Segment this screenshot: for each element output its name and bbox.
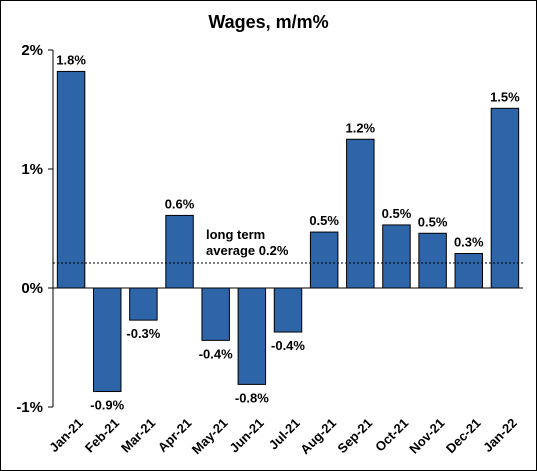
data-label: 0.5% bbox=[309, 213, 339, 228]
y-tick-label: 0% bbox=[21, 280, 43, 297]
data-label: 0.3% bbox=[454, 234, 484, 249]
bar bbox=[346, 138, 375, 289]
bar bbox=[165, 214, 194, 289]
data-label: 1.8% bbox=[56, 52, 86, 67]
data-label: -0.4% bbox=[199, 346, 233, 361]
x-tick-label: Apr-21 bbox=[155, 415, 195, 455]
x-tick-label: Dec-21 bbox=[443, 415, 484, 456]
bar bbox=[92, 287, 122, 393]
bar bbox=[418, 232, 447, 289]
data-label: -0.8% bbox=[235, 390, 269, 405]
bar bbox=[454, 252, 484, 289]
reference-line-label: average 0.2% bbox=[206, 243, 289, 258]
data-label: 0.5% bbox=[418, 214, 448, 229]
x-tick-label: Oct-21 bbox=[372, 415, 411, 454]
bar bbox=[237, 287, 267, 385]
bar bbox=[273, 287, 303, 333]
data-label: -0.9% bbox=[90, 398, 124, 413]
data-label: 1.5% bbox=[490, 89, 520, 104]
x-tick-label: Sep-21 bbox=[334, 415, 375, 456]
y-tick-label: 2% bbox=[21, 42, 43, 59]
chart-title: Wages, m/m% bbox=[208, 12, 328, 32]
data-label: -0.3% bbox=[126, 326, 160, 341]
bar bbox=[382, 224, 411, 289]
bar bbox=[490, 107, 520, 289]
data-label: 0.5% bbox=[382, 206, 412, 221]
data-label: 1.2% bbox=[345, 120, 375, 135]
y-tick-label: -1% bbox=[16, 399, 43, 416]
bars bbox=[56, 70, 520, 393]
x-tick-label: Nov-21 bbox=[406, 415, 447, 456]
x-tick-label: Jan-22 bbox=[480, 415, 520, 455]
x-tick-label: Jun-21 bbox=[227, 415, 267, 455]
bar bbox=[309, 231, 339, 289]
x-tick-labels: Jan-21Feb-21Mar-21Apr-21May-21Jun-21Jul-… bbox=[46, 415, 520, 457]
x-tick-label: Jan-21 bbox=[46, 415, 86, 455]
y-tick-label: 1% bbox=[21, 161, 43, 178]
x-tick-label: May-21 bbox=[189, 415, 231, 457]
data-labels: 1.8% -0.9% -0.3% 0.6% -0.4% -0.8% -0.4% 0.5% 1.2… bbox=[56, 52, 520, 412]
bar bbox=[129, 287, 158, 321]
bar bbox=[201, 287, 230, 341]
x-tick-label: Aug-21 bbox=[297, 415, 339, 457]
x-tick-label: Feb-21 bbox=[82, 415, 122, 455]
data-label: -0.4% bbox=[271, 338, 305, 353]
data-label: 0.6% bbox=[165, 196, 195, 211]
reference-line-label: long term bbox=[206, 227, 265, 242]
bar bbox=[56, 70, 86, 289]
x-tick-label: Mar-21 bbox=[118, 415, 158, 455]
